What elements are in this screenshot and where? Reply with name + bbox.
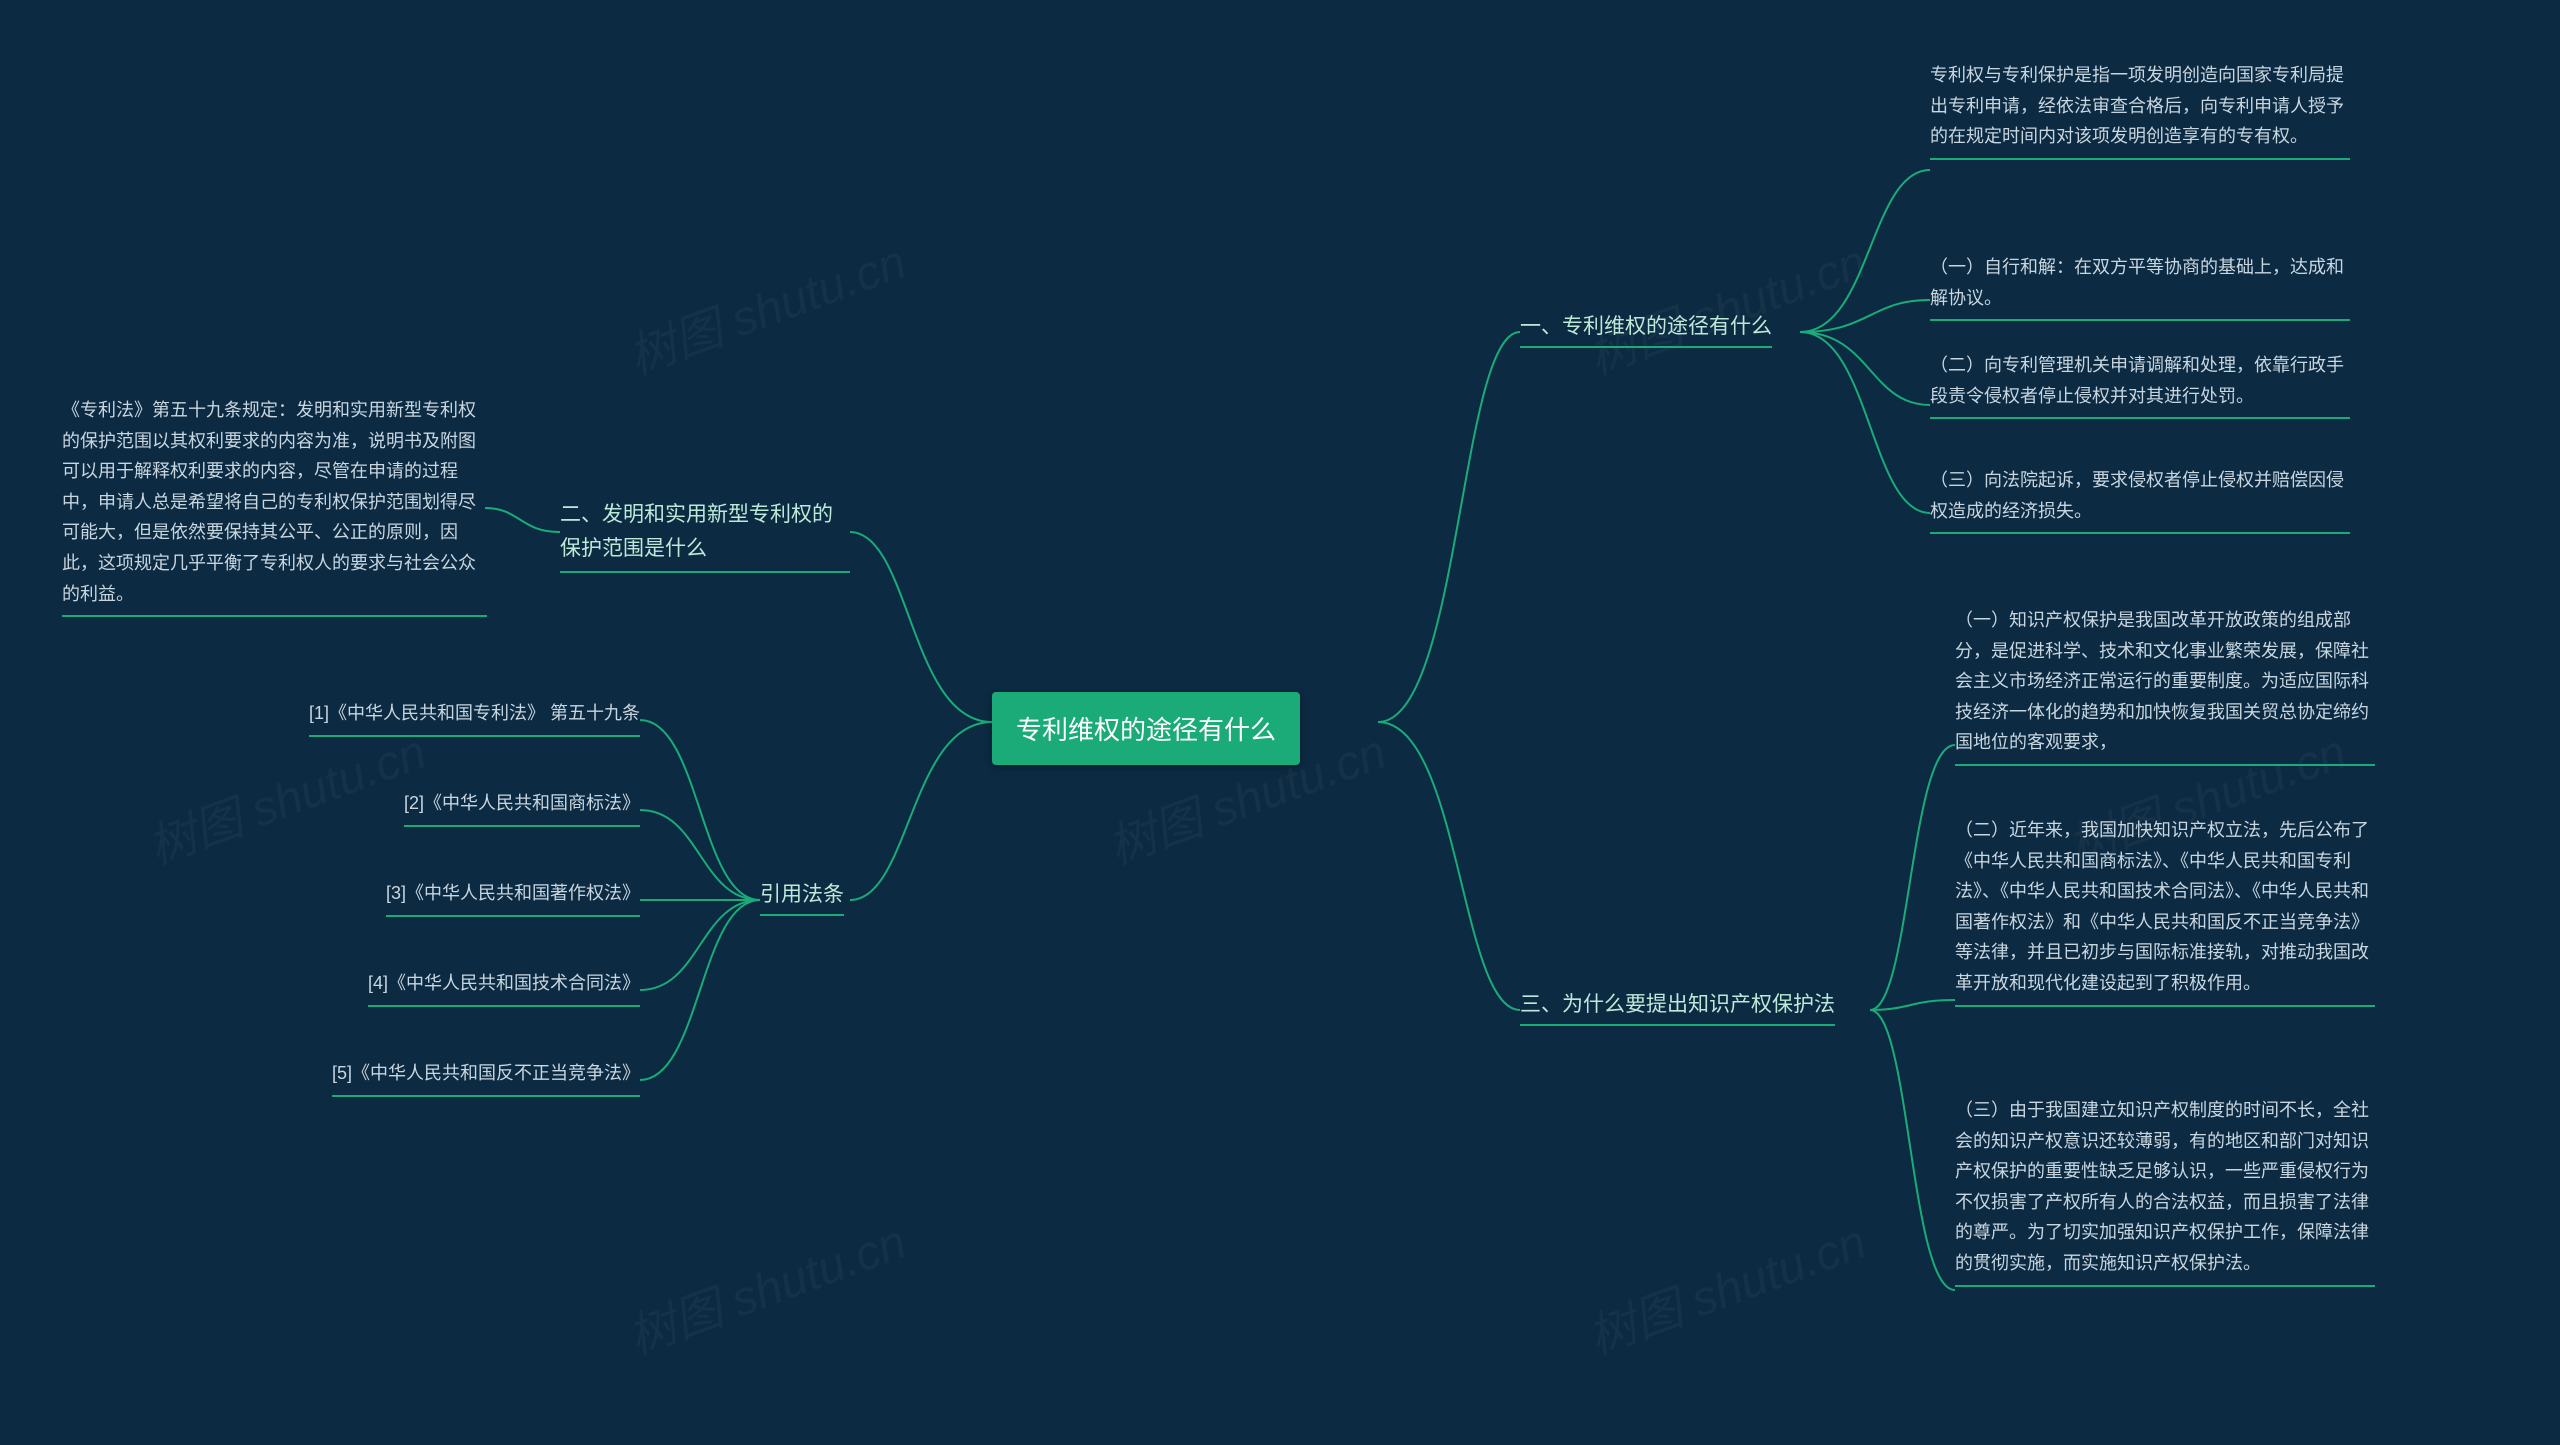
- watermark: 树图 shutu.cn: [617, 222, 914, 387]
- watermark: 树图 shutu.cn: [1577, 222, 1874, 387]
- leaf-law-1: [1]《中华人民共和国专利法》 第五十九条: [309, 698, 640, 737]
- branch-right-1: 一、专利维权的途径有什么: [1520, 310, 1772, 348]
- branch-left-laws: 引用法条: [760, 878, 844, 916]
- leaf-r1-3: （二）向专利管理机关申请调解和处理，依靠行政手段责令侵权者停止侵权并对其进行处罚…: [1930, 350, 2350, 419]
- leaf-r3-3: （三）由于我国建立知识产权制度的时间不长，全社会的知识产权意识还较薄弱，有的地区…: [1955, 1095, 2375, 1287]
- leaf-r3-2: （二）近年来，我国加快知识产权立法，先后公布了《中华人民共和国商标法》、《中华人…: [1955, 815, 2375, 1007]
- leaf-r1-2: （一）自行和解：在双方平等协商的基础上，达成和解协议。: [1930, 252, 2350, 321]
- leaf-law-4: [4]《中华人民共和国技术合同法》: [368, 968, 640, 1007]
- branch-right-3: 三、为什么要提出知识产权保护法: [1520, 988, 1835, 1026]
- watermark: 树图 shutu.cn: [617, 1202, 914, 1367]
- root-node: 专利维权的途径有什么: [992, 692, 1300, 765]
- leaf-l2-1: 《专利法》第五十九条规定：发明和实用新型专利权的保护范围以其权利要求的内容为准，…: [62, 395, 487, 617]
- leaf-law-2: [2]《中华人民共和国商标法》: [404, 788, 640, 827]
- leaf-r1-4: （三）向法院起诉，要求侵权者停止侵权并赔偿因侵权造成的经济损失。: [1930, 465, 2350, 534]
- leaf-r1-1: 专利权与专利保护是指一项发明创造向国家专利局提出专利申请，经依法审查合格后，向专…: [1930, 60, 2350, 160]
- watermark: 树图 shutu.cn: [1577, 1202, 1874, 1367]
- watermark: 树图 shutu.cn: [137, 712, 434, 877]
- leaf-law-5: [5]《中华人民共和国反不正当竞争法》: [332, 1058, 640, 1097]
- leaf-r3-1: （一）知识产权保护是我国改革开放政策的组成部分，是促进科学、技术和文化事业繁荣发…: [1955, 605, 2375, 766]
- branch-left-2: 二、发明和实用新型专利权的保护范围是什么: [560, 498, 850, 573]
- leaf-law-3: [3]《中华人民共和国著作权法》: [386, 878, 640, 917]
